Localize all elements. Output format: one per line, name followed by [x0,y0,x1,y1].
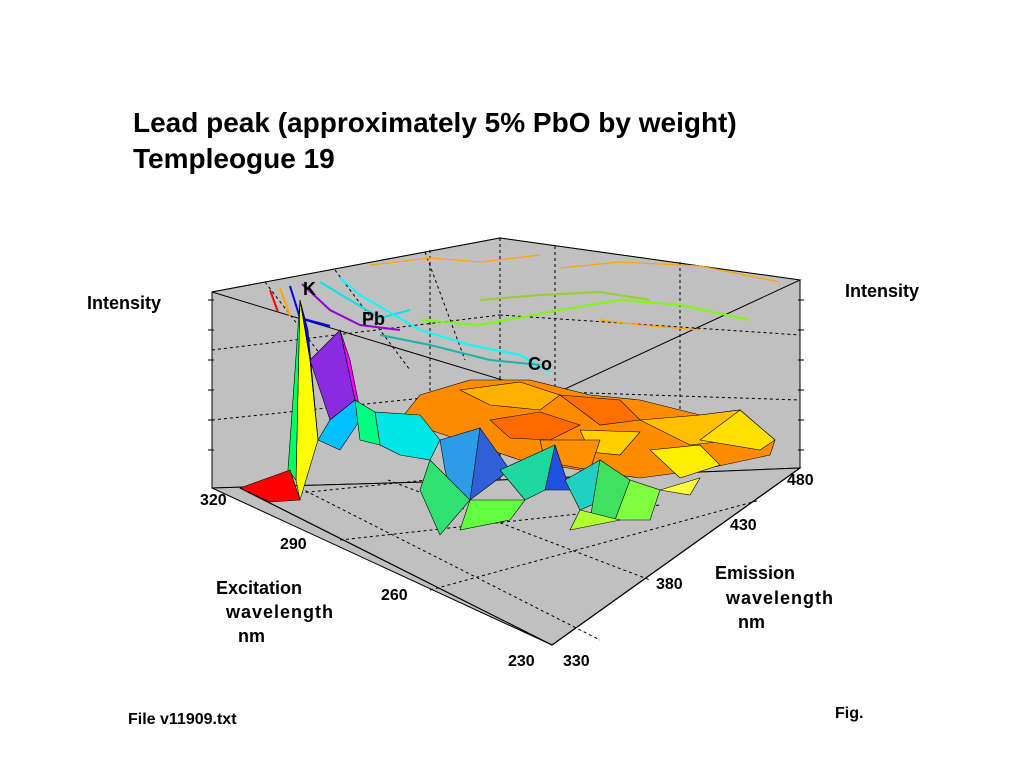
surface [239,299,776,536]
y-tick-330: 330 [563,653,590,670]
z-axis-label-right: Intensity [845,281,920,301]
y-tick-430: 430 [730,517,757,534]
axis-edges [239,467,801,646]
chart-title-line2: Templeogue 19 [133,143,335,174]
annotation-k: K [303,279,316,299]
tick-marks [208,299,804,451]
x-tick-320: 320 [200,492,227,509]
contour-lines [269,254,781,373]
x-tick-260: 260 [381,587,408,604]
file-name: File v11909.txt [128,711,237,728]
y-tick-480: 480 [787,472,814,489]
y-tick-380: 380 [656,576,683,593]
x-tick-290: 290 [280,536,307,553]
y-axis-label-line1: Emission [715,563,796,583]
x-axis-label-line1: Excitation [216,578,303,598]
figure-label: Fig. [835,705,864,722]
x-axis-label-line3: nm [238,626,265,646]
x-axis-label-line2: wavelength [226,602,335,622]
y-axis-label-line3: nm [738,612,765,632]
annotation-co: Co [528,354,552,374]
contour-plane [211,237,802,396]
y-axis-label-line2: wavelength [726,588,835,608]
z-axis-label-left: Intensity [87,293,162,313]
chart-title-line1: Lead peak (approximately 5% PbO by weigh… [133,107,737,138]
annotation-pb: Pb [362,309,386,329]
x-tick-230: 230 [508,653,535,670]
